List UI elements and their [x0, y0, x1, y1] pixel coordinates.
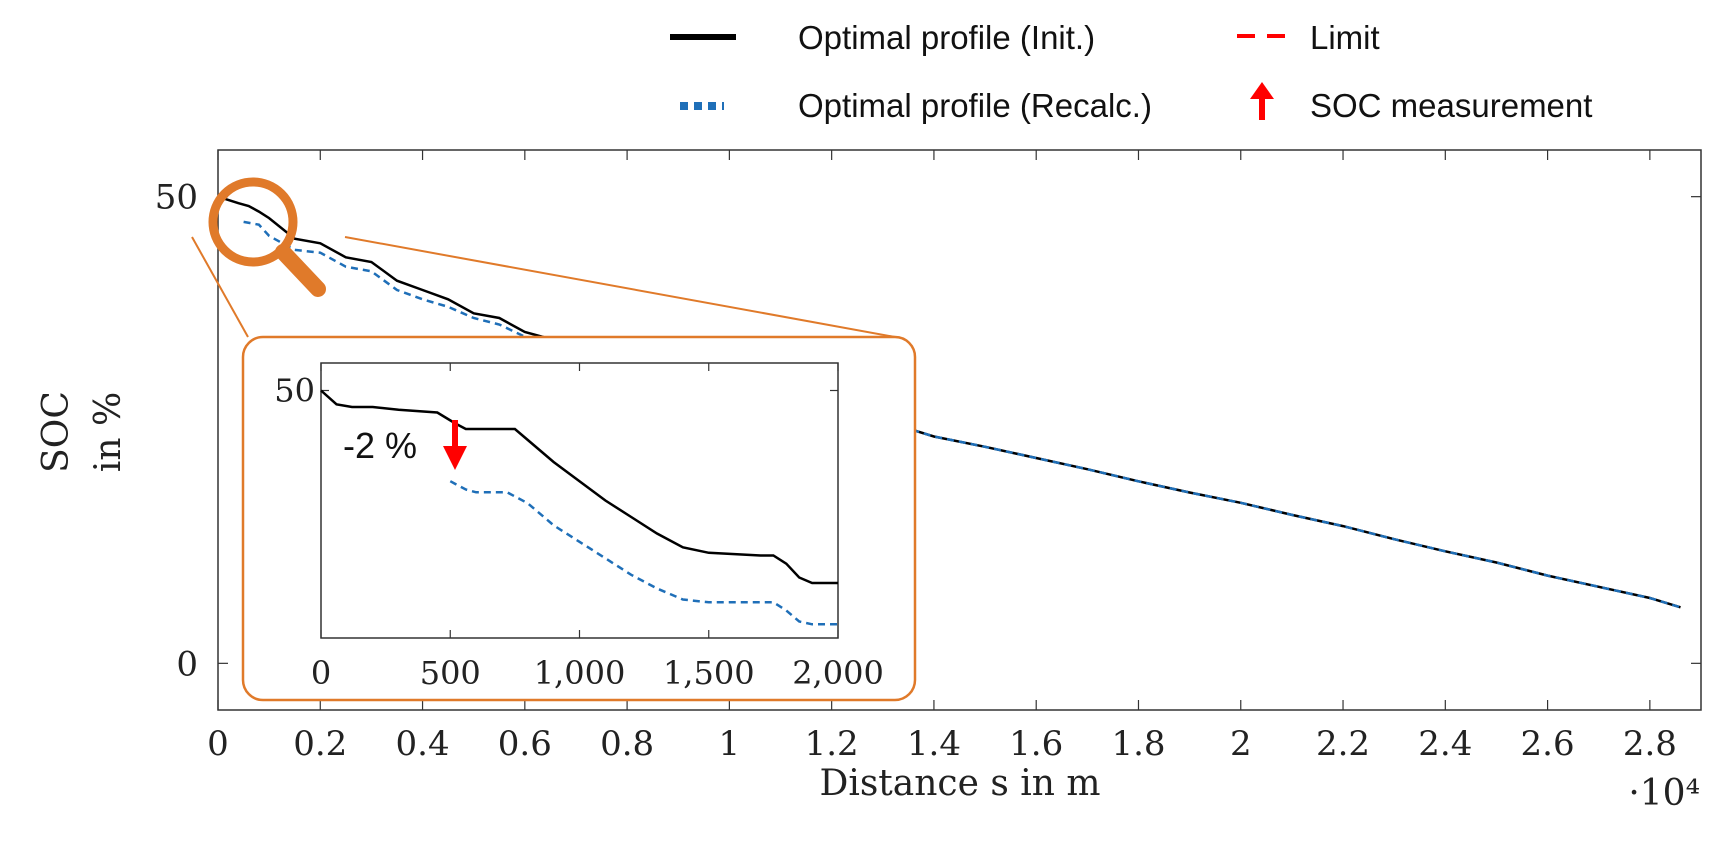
legend-label-limit: Limit — [1310, 19, 1380, 56]
y-axis-title-line2: in % — [88, 392, 129, 472]
x-tick-label: 1.4 — [907, 724, 961, 764]
x-tick-label: 0 — [207, 724, 229, 764]
y-axis-ticks: 0 50 — [155, 178, 1701, 684]
inset-annotation: -2 % — [343, 425, 417, 466]
y-tick-label: 50 — [155, 178, 198, 218]
x-tick-label: 0.4 — [396, 724, 450, 764]
legend: Optimal profile (Init.) Limit Optimal pr… — [670, 19, 1592, 124]
y-axis-title: SOC in % — [36, 391, 129, 473]
x-axis-ticks: 0 0.2 0.4 0.6 0.8 1 1.2 1.4 1.6 1.8 2 2.2 2.4 2.6 2.8 — [207, 150, 1677, 764]
inset-x-tick-label: 500 — [420, 654, 481, 692]
magnifier-icon — [208, 177, 326, 297]
zoom-connector-left — [191, 236, 249, 338]
x-axis-title: Distance s in m — [819, 763, 1100, 804]
legend-label-init: Optimal profile (Init.) — [798, 19, 1095, 56]
x-tick-label: 0.6 — [498, 724, 552, 764]
legend-label-recalc: Optimal profile (Recalc.) — [798, 87, 1152, 124]
inset-x-tick-label: 1,500 — [663, 654, 755, 692]
x-tick-label: 1 — [719, 724, 741, 764]
x-tick-label: 2 — [1230, 724, 1252, 764]
x-tick-label: 2.2 — [1316, 724, 1370, 764]
plot-frame — [217, 149, 1702, 711]
inset-x-axis-ticks: 0 500 1,000 1,500 2,000 — [311, 363, 884, 692]
inset-x-tick-label: 1,000 — [534, 654, 626, 692]
series-line-recalc — [243, 220, 1681, 609]
x-tick-label: 2.8 — [1623, 724, 1677, 764]
x-tick-label: 0.2 — [293, 724, 347, 764]
inset-y-axis-ticks: 50 — [274, 372, 838, 410]
inset-y-tick-label: 50 — [274, 372, 315, 410]
x-tick-label: 1.6 — [1009, 724, 1063, 764]
y-tick-label: 0 — [176, 644, 198, 684]
inset-plot: 0 500 1,000 1,500 2,000 50 -2 % — [274, 362, 884, 692]
legend-swatch-measurement-arrow — [1250, 82, 1274, 120]
x-tick-label: 2.4 — [1418, 724, 1472, 764]
x-multiplier-label: ·10⁴ — [1628, 773, 1700, 814]
inset-series-line-recalc — [449, 480, 838, 626]
x-tick-label: 0.8 — [600, 724, 654, 764]
inset-series-line-init — [320, 389, 838, 585]
x-tick-label: 1.2 — [805, 724, 859, 764]
inset-x-tick-label: 2,000 — [792, 654, 884, 692]
inset-frame — [320, 362, 839, 639]
x-tick-label: 2.6 — [1521, 724, 1575, 764]
legend-label-measurement: SOC measurement — [1310, 87, 1592, 124]
soc-measurement-arrow — [443, 420, 467, 470]
zoom-connector-right — [344, 236, 896, 338]
y-axis-title-line1: SOC — [36, 391, 77, 473]
inset-x-tick-label: 0 — [311, 654, 331, 692]
x-tick-label: 1.8 — [1111, 724, 1165, 764]
